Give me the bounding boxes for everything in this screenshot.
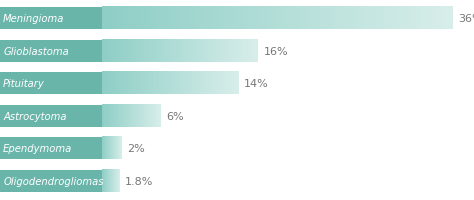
Text: Meningioma: Meningioma — [3, 14, 64, 24]
Text: 1.8%: 1.8% — [125, 176, 154, 186]
Bar — [0, 8, 102, 30]
Bar — [0, 170, 102, 192]
Text: 36%: 36% — [458, 14, 474, 24]
Bar — [0, 73, 102, 95]
Text: 14%: 14% — [244, 79, 269, 89]
Text: 2%: 2% — [127, 143, 145, 153]
Text: Pituitary: Pituitary — [3, 79, 45, 89]
Text: Glioblastoma: Glioblastoma — [3, 47, 69, 57]
Text: Ependymoma: Ependymoma — [3, 143, 73, 153]
Text: Astrocytoma: Astrocytoma — [3, 111, 67, 121]
Bar — [0, 41, 102, 63]
Text: Oligodendrogliomas: Oligodendrogliomas — [3, 176, 104, 186]
Text: 6%: 6% — [166, 111, 184, 121]
Bar — [0, 105, 102, 127]
Text: 16%: 16% — [264, 47, 288, 57]
Bar — [0, 137, 102, 159]
